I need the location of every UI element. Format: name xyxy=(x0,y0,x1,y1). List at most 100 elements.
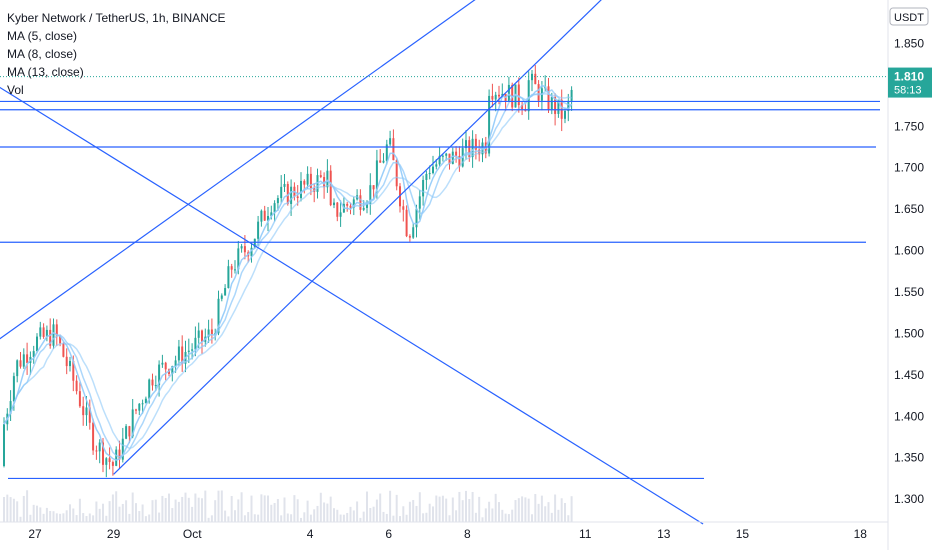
volume-legend[interactable]: Vol xyxy=(7,83,24,97)
volume-bar xyxy=(319,492,322,522)
ma13-legend[interactable]: MA (13, close) xyxy=(7,65,84,79)
trendline-descending[interactable] xyxy=(0,85,704,525)
candle-body xyxy=(501,93,504,97)
candle-body xyxy=(253,238,256,248)
volume-bar xyxy=(65,510,68,522)
volume-bar xyxy=(402,506,405,522)
candle-body xyxy=(135,409,137,411)
candle-body xyxy=(471,138,474,158)
candle-body xyxy=(125,426,128,439)
candle-body xyxy=(12,376,15,402)
volume-bar xyxy=(191,506,194,522)
candle-body xyxy=(227,266,230,289)
candle-body xyxy=(346,203,349,206)
volume-bar xyxy=(168,493,170,522)
volume-bar xyxy=(59,513,62,522)
volume-bar xyxy=(422,513,425,522)
candle-body xyxy=(402,206,405,210)
candle-body xyxy=(336,202,339,217)
volume-bar xyxy=(313,509,316,522)
volume-bar xyxy=(385,513,388,522)
symbol-title[interactable]: Kyber Network / TetherUS, 1h, BINANCE xyxy=(7,11,226,25)
volume-bar xyxy=(171,508,174,522)
trendline-channel-upper[interactable] xyxy=(0,0,507,342)
volume-bar xyxy=(283,497,286,522)
candle-body xyxy=(537,84,540,101)
price-tick-label: 1.850 xyxy=(894,36,924,50)
candle-body xyxy=(438,155,441,165)
volume-bar xyxy=(9,497,12,522)
candle-body xyxy=(187,350,190,352)
candle-body xyxy=(102,442,104,465)
ma8-legend[interactable]: MA (8, close) xyxy=(7,47,78,61)
volume-bar xyxy=(240,492,243,522)
candle-body xyxy=(283,183,286,187)
candle-body xyxy=(164,362,167,370)
candle-body xyxy=(389,138,392,145)
candle-body xyxy=(333,202,335,206)
candle-body xyxy=(181,346,184,364)
candle-body xyxy=(217,298,220,334)
candle-body xyxy=(507,84,510,102)
volume-bar xyxy=(547,502,550,522)
time-tick-label: 15 xyxy=(736,527,750,541)
volume-bar xyxy=(293,495,296,522)
volume-bar xyxy=(131,492,134,522)
candle-body xyxy=(250,247,253,257)
volume-bar xyxy=(125,500,128,522)
volume-bar xyxy=(349,506,352,522)
volume-bar xyxy=(85,516,88,522)
volume-bar xyxy=(517,498,520,522)
candle-body xyxy=(92,422,95,451)
moving-averages xyxy=(3,84,573,461)
volume-bar xyxy=(329,496,332,522)
volume-bar xyxy=(6,494,9,522)
candle-body xyxy=(366,203,368,208)
candle-body xyxy=(9,401,12,414)
time-tick-label: Oct xyxy=(183,527,202,541)
candle-body xyxy=(418,196,421,209)
ma-line-8 xyxy=(3,89,572,458)
candle-body xyxy=(494,94,497,100)
candle-body xyxy=(32,351,35,357)
volume-bar xyxy=(22,495,25,522)
trendline-channel-lower[interactable] xyxy=(113,0,625,475)
volume-bar xyxy=(300,517,302,522)
volume-bar xyxy=(82,513,85,522)
candle-body xyxy=(392,138,395,161)
volume-bar xyxy=(468,499,471,522)
candle-body xyxy=(382,160,385,163)
volume-bar xyxy=(12,498,15,522)
volume-bar xyxy=(253,514,256,522)
volume-bar xyxy=(339,514,342,522)
candle-body xyxy=(369,185,372,204)
volume-bar xyxy=(438,496,441,522)
volume-bar xyxy=(451,497,454,522)
candle-body xyxy=(177,346,180,361)
candle-body xyxy=(451,151,454,165)
candle-body xyxy=(224,288,227,296)
candle-body xyxy=(428,173,431,175)
candle-body xyxy=(362,207,365,210)
price-tick-label: 1.450 xyxy=(894,368,924,382)
volume-bar xyxy=(362,511,365,522)
volume-bar xyxy=(494,493,497,522)
volume-bar xyxy=(306,500,309,522)
candle-body xyxy=(191,349,194,351)
candle-body xyxy=(432,166,434,174)
candle-body xyxy=(458,155,461,167)
trendlines[interactable] xyxy=(0,0,880,525)
candle-body xyxy=(441,155,444,157)
volume-bar xyxy=(62,513,65,522)
ma5-legend[interactable]: MA (5, close) xyxy=(7,29,78,43)
time-tick-label: 27 xyxy=(28,527,42,541)
candle-body xyxy=(197,330,200,338)
volume-bar xyxy=(204,490,207,522)
volume-bar xyxy=(333,508,335,522)
volume-bar xyxy=(567,515,570,522)
volume-bar xyxy=(121,503,124,522)
volume-bar xyxy=(72,508,75,522)
candle-body xyxy=(570,89,573,101)
